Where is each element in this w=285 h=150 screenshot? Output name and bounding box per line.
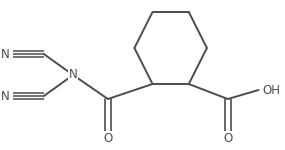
Text: N: N (69, 69, 78, 81)
Text: OH: OH (263, 84, 281, 96)
Text: O: O (223, 132, 233, 145)
Text: N: N (1, 48, 10, 60)
Text: O: O (103, 132, 113, 145)
Text: N: N (1, 90, 10, 102)
